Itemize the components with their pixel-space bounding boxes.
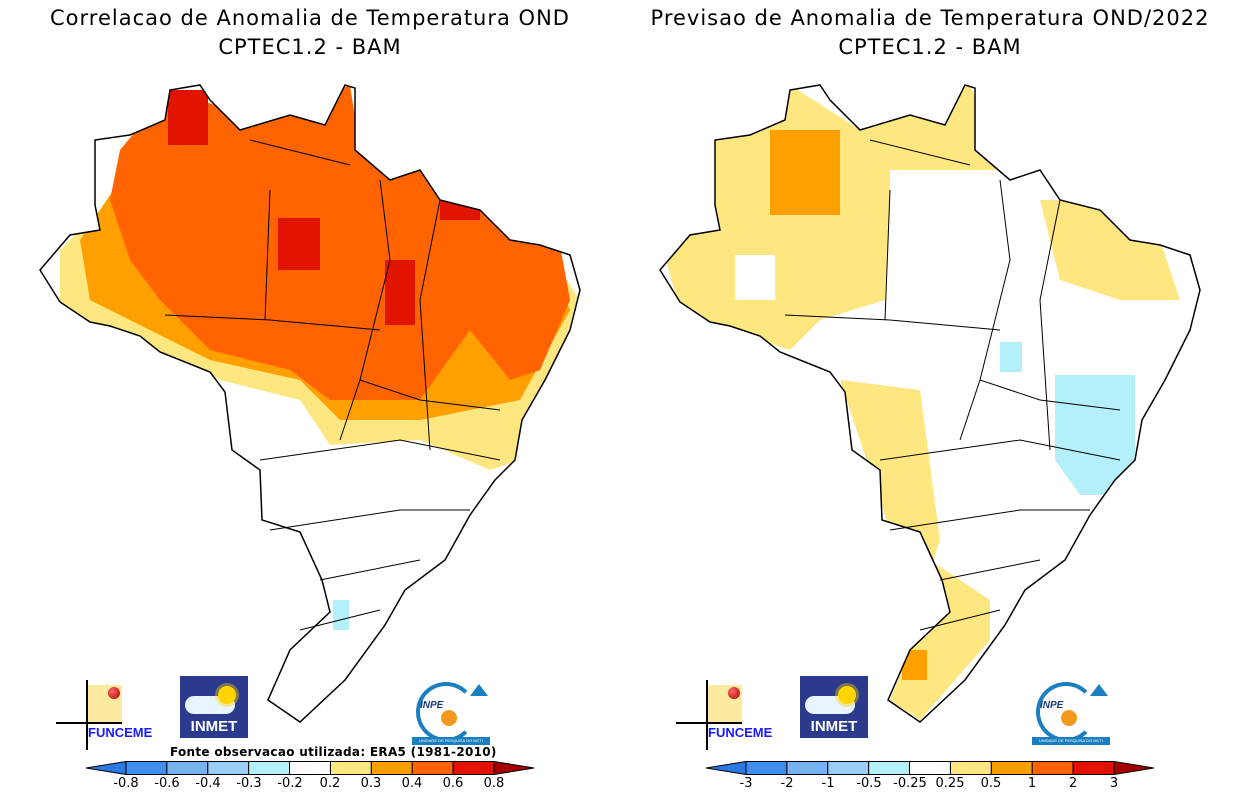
colorbar-tick-label: -1 bbox=[821, 776, 835, 791]
shade-0.6-0.8 bbox=[440, 200, 480, 220]
colorbar-tick-label: -0.3 bbox=[236, 776, 262, 791]
colorbar-swatch bbox=[452, 761, 495, 775]
colorbar-tick-label: 0.8 bbox=[483, 776, 505, 791]
funceme-logo: FUNCEME bbox=[676, 680, 772, 750]
colorbar-min-arrow bbox=[86, 761, 127, 775]
colorbar-swatch bbox=[125, 761, 168, 775]
colorbar-swatch bbox=[329, 761, 372, 775]
colorbar-tick-label: 0.6 bbox=[442, 776, 464, 791]
colorbar-swatch bbox=[990, 761, 1033, 775]
colorbar-tick-label: -2 bbox=[780, 776, 794, 791]
brazil-forecast-map bbox=[659, 84, 1201, 723]
colorbar-swatch bbox=[207, 761, 250, 775]
colorbar-tick-label: 0.4 bbox=[401, 776, 423, 791]
colorbar-swatch bbox=[411, 761, 454, 775]
inmet-logo: INMET bbox=[800, 676, 868, 738]
colorbar-max-arrow bbox=[1113, 761, 1154, 775]
colorbar-correlation bbox=[86, 761, 534, 775]
colorbar-tick-label: -0.6 bbox=[154, 776, 180, 791]
inpe-logo: INPE UNIDADE DE PESQUISA DO MCTI bbox=[1032, 680, 1112, 746]
colorbar-tick-label: 3 bbox=[1109, 776, 1119, 791]
colorbar-tick-label: 0.3 bbox=[360, 776, 382, 791]
colorbar-tick-label: 2 bbox=[1068, 776, 1078, 791]
shade-0.4-0.6 bbox=[110, 85, 570, 400]
shade-neg bbox=[333, 600, 349, 630]
colorbar-tick-label: 1 bbox=[1027, 776, 1037, 791]
map-subtitle: CPTEC1.2 - BAM bbox=[218, 35, 402, 59]
colorbar-tick-label: -3 bbox=[739, 776, 753, 791]
shade-0.6-0.8 bbox=[385, 260, 415, 325]
shade-0.25-0.5 bbox=[1040, 200, 1180, 300]
colorbar-tick-label: 0.2 bbox=[319, 776, 341, 791]
inmet-logo: INMET bbox=[180, 676, 248, 738]
brazil-correlation-map bbox=[39, 84, 581, 723]
colorbar-tick-label: -0.25 bbox=[893, 776, 927, 791]
brazil-outline bbox=[659, 84, 1201, 723]
colorbar-swatch bbox=[1031, 761, 1074, 775]
state-borders bbox=[784, 139, 1121, 631]
correlation-map-panel: Correlacao de Anomalia de Temperatura ON… bbox=[39, 6, 581, 791]
funceme-logo: FUNCEME bbox=[56, 680, 152, 750]
map-title: Previsao de Anomalia de Temperatura OND/… bbox=[650, 6, 1210, 30]
shade-neg0.25-neg0.5 bbox=[1000, 342, 1022, 372]
colorbar-swatch bbox=[786, 761, 829, 775]
shade-0.5-1 bbox=[770, 130, 840, 215]
inpe-logo: INPE UNIDADE DE PESQUISA DO MCTI bbox=[412, 680, 492, 746]
colorbar-min-arrow bbox=[706, 761, 747, 775]
colorbar-swatch bbox=[827, 761, 870, 775]
colorbar-swatch bbox=[289, 761, 331, 775]
brazil-outline bbox=[39, 84, 581, 723]
colorbar-tick-label: -0.5 bbox=[856, 776, 882, 791]
colorbar-swatch bbox=[166, 761, 209, 775]
state-borders bbox=[164, 139, 501, 631]
colorbar-forecast bbox=[706, 761, 1154, 775]
colorbar-swatch bbox=[949, 761, 992, 775]
colorbar-swatch bbox=[868, 761, 911, 775]
colorbar-tick-label: -0.8 bbox=[113, 776, 139, 791]
colorbar-tick-label: -0.2 bbox=[277, 776, 303, 791]
map-subtitle: CPTEC1.2 - BAM bbox=[838, 35, 1022, 59]
map-title: Correlacao de Anomalia de Temperatura ON… bbox=[50, 6, 570, 30]
colorbar-swatch bbox=[248, 761, 291, 775]
colorbar-max-arrow bbox=[493, 761, 534, 775]
shade-0.6-0.8 bbox=[168, 90, 208, 145]
colorbar-swatch bbox=[909, 761, 951, 775]
shade-neg0.25-neg0.5 bbox=[1055, 375, 1135, 495]
colorbar-swatch bbox=[370, 761, 413, 775]
colorbar-swatch bbox=[745, 761, 788, 775]
colorbar-tick-label: -0.4 bbox=[195, 776, 221, 791]
forecast-map-panel: Previsao de Anomalia de Temperatura OND/… bbox=[620, 0, 1240, 802]
source-note: Fonte observacao utilizada: ERA5 (1981-2… bbox=[170, 745, 497, 759]
colorbar-tick-label: 0.5 bbox=[980, 776, 1002, 791]
colorbar-tick-label: 0.25 bbox=[935, 776, 965, 791]
colorbar-swatch bbox=[1072, 761, 1115, 775]
shade-0.6-0.8 bbox=[278, 218, 320, 270]
shade-0.5-1 bbox=[902, 650, 927, 680]
